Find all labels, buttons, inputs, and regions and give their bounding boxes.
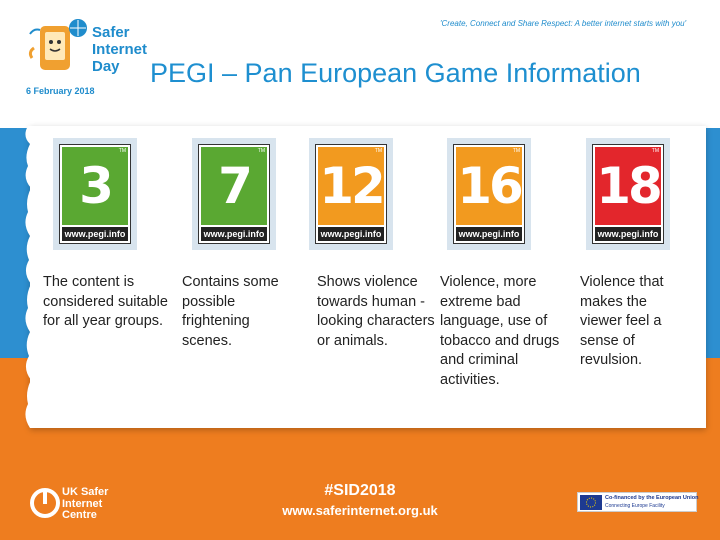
eu-funding-line1: Co-financed by the European Union	[605, 495, 699, 501]
pegi-3-site: www.pegi.info	[62, 227, 128, 241]
pegi-3-description: The content is considered suitable for a…	[43, 274, 168, 329]
uk-safer-internet-centre-wordmark: UK Safer Internet Centre	[62, 486, 109, 521]
pegi-16-number: 16	[456, 147, 524, 225]
pegi-16-trademark: TM	[512, 148, 520, 154]
tagline: 'Create, Connect and Share Respect: A be…	[440, 19, 687, 28]
safer-internet-day-logo-icon	[28, 19, 87, 70]
pegi-18-site: www.pegi.info	[595, 227, 661, 241]
pegi-16-site: www.pegi.info	[456, 227, 522, 241]
pegi-3-badge: 3 TM www.pegi.info	[53, 138, 137, 250]
pegi-12-site: www.pegi.info	[318, 227, 384, 241]
pegi-7-site: www.pegi.info	[201, 227, 267, 241]
pegi-7-description: Contains some possible frightening scene…	[182, 274, 279, 349]
safer-internet-day-wordmark: Safer Internet Day	[92, 24, 148, 75]
pegi-12-trademark: TM	[374, 148, 382, 154]
pegi-18-number: 18	[595, 147, 663, 225]
pegi-3-number: 3	[62, 147, 128, 225]
event-date: 6 February 2018	[26, 86, 95, 96]
pegi-7-number: 7	[201, 147, 267, 225]
header-background	[0, 0, 720, 128]
hashtag: #SID2018	[324, 482, 396, 499]
pegi-18-description: Violence that makes the viewer feel a se…	[580, 274, 664, 368]
pegi-18-trademark: TM	[651, 148, 659, 154]
page-title: PEGI – Pan European Game Information	[150, 58, 641, 88]
eu-flag-icon	[580, 495, 602, 510]
pegi-3-trademark: TM	[118, 148, 126, 154]
eu-funding-line2: Connecting Europe Facility	[605, 503, 665, 509]
pegi-18-badge: 18 TM www.pegi.info	[586, 138, 670, 250]
website-link[interactable]: www.saferinternet.org.uk	[282, 503, 438, 518]
pegi-12-number: 12	[318, 147, 386, 225]
eu-funding-badge: Co-financed by the European Union Connec…	[577, 492, 699, 512]
pegi-12-description: Shows violence towards human -looking ch…	[317, 274, 435, 349]
torn-edge-icon	[25, 126, 38, 428]
pegi-7-badge: 7 TM www.pegi.info	[192, 138, 276, 250]
pegi-7-trademark: TM	[257, 148, 265, 154]
pegi-12-badge: 12 TM www.pegi.info	[309, 138, 393, 250]
pegi-16-badge: 16 TM www.pegi.info	[447, 138, 531, 250]
uk-safer-internet-centre-logo-icon	[30, 488, 60, 518]
pegi-16-description: Violence, more extreme bad language, use…	[440, 274, 560, 388]
